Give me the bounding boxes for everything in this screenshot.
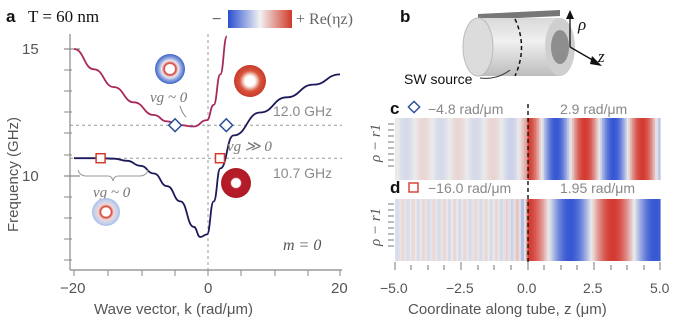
panel-a-title: T = 60 nm	[28, 7, 99, 26]
panel-b-letter: b	[400, 7, 410, 26]
panel-d-letter: d	[390, 178, 400, 197]
panel-d-square	[409, 183, 418, 192]
colorbar-plus: + Re(ηz)	[296, 11, 353, 28]
ytick-10: 10	[22, 168, 39, 185]
freq-label-upper: 12.0 GHz	[273, 103, 332, 119]
bottom-axis	[395, 262, 660, 270]
panel-c-ylabel: ρ − r1	[368, 124, 384, 163]
panel-d-yticks	[388, 204, 394, 246]
panel-c-diamond	[408, 101, 419, 112]
panel-d-ylabel: ρ − r1	[368, 208, 384, 247]
xtick-minus20: −20	[60, 280, 85, 297]
m-label: m = 0	[283, 237, 321, 254]
panel-a-letter: a	[6, 7, 16, 26]
mode-ring-soft	[92, 198, 120, 226]
diamond-marker-right	[220, 119, 233, 132]
ylabel-a: Frequency (GHz)	[5, 117, 22, 232]
vg-zero-lower: vg ~ 0	[93, 185, 131, 201]
ztick-1: −5.0	[380, 280, 408, 296]
axis-rho: ρ	[577, 15, 586, 34]
xlabel-a: Wave vector, k (rad/μm)	[94, 301, 253, 318]
panel-c-left-k: −4.8 rad/μm	[428, 101, 503, 117]
ztick-2: −2.5	[446, 280, 474, 296]
ztick-3: 0.0	[517, 280, 537, 296]
upper-branch-line	[74, 36, 227, 126]
diamond-marker-left	[169, 119, 182, 132]
mode-ring-dark	[221, 168, 251, 198]
heatmap-cell	[658, 199, 660, 261]
mode-ring-blue	[155, 54, 185, 84]
panel-d-right-k: 1.95 rad/μm	[560, 180, 635, 196]
sw-source-label: SW source	[404, 71, 473, 87]
axis-z: z	[597, 47, 605, 66]
freq-label-lower: 10.7 GHz	[273, 165, 332, 181]
colorbar-minus: −	[212, 11, 221, 28]
ytick-15: 15	[22, 41, 39, 58]
xtick-20: 20	[331, 280, 348, 297]
panel-c-yticks	[388, 124, 394, 166]
colorbar	[228, 10, 292, 28]
brace	[78, 170, 148, 181]
ztick-5: 5.0	[650, 280, 670, 296]
vg-arrow	[180, 106, 186, 117]
ztick-4: 2.5	[583, 280, 603, 296]
xtick-0: 0	[204, 280, 212, 297]
vg-large: vg ≫ 0	[227, 139, 272, 155]
mode-ring-red	[234, 65, 266, 97]
square-marker-left	[96, 154, 105, 163]
square-marker-right	[215, 154, 224, 163]
heatmap-cell	[658, 118, 660, 180]
panel-c-letter: c	[390, 99, 399, 118]
bottom-xlabel: Coordinate along tube, z (μm)	[408, 301, 607, 318]
panel-c-right-k: 2.9 rad/μm	[560, 101, 627, 117]
vg-zero-upper: vg ~ 0	[150, 90, 188, 106]
panel-d-left-k: −16.0 rad/μm	[428, 180, 511, 196]
